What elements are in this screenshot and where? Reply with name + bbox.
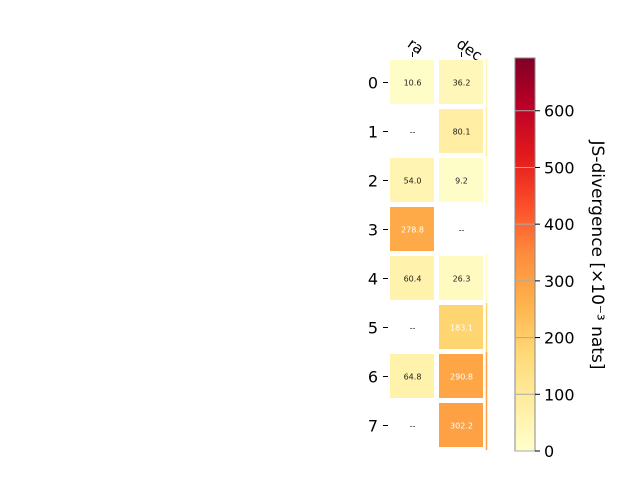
heatmap-cell [390, 158, 434, 202]
row-label: 3 [368, 221, 378, 240]
heatmap-cell [390, 207, 434, 251]
cell-label: 36.2 [453, 79, 471, 88]
cell-label: -- [410, 422, 416, 431]
colorbar-label: JS-divergence [×10⁻³ nats] [587, 140, 607, 370]
cell-label: 9.2 [455, 177, 468, 186]
heatmap-cell [390, 60, 434, 104]
heatmap-cell [439, 256, 483, 300]
row-label: 0 [368, 74, 378, 93]
cell-label: -- [410, 324, 416, 333]
heatmap-cell [439, 354, 483, 398]
colorbar-tick-label: 300 [544, 272, 575, 291]
heatmap-cell [439, 60, 483, 104]
cell-label: 10.6 [404, 79, 422, 88]
colorbar-tick-label: 500 [544, 158, 575, 177]
cell-label: 64.8 [404, 373, 422, 382]
colorbar-tick-label: 600 [544, 102, 575, 121]
row-label: 5 [368, 319, 378, 338]
colorbar-tick-label: 0 [544, 442, 554, 461]
heatmap-cell [439, 158, 483, 202]
cell-label: 302.2 [450, 422, 473, 431]
cell-label: -- [410, 128, 416, 137]
cell-label: 278.8 [401, 226, 424, 235]
colorbar [514, 57, 536, 452]
cell-label: 54.0 [404, 177, 422, 186]
heatmap-cell [390, 256, 434, 300]
row-label: 1 [368, 123, 378, 142]
heatmap-cell [390, 354, 434, 398]
row-label: 4 [368, 270, 378, 289]
row-label: 2 [368, 172, 378, 191]
cell-label: 183.1 [450, 324, 473, 333]
heatmap-cell [439, 109, 483, 153]
colorbar-tick-label: 100 [544, 385, 575, 404]
cell-label: 80.1 [453, 128, 471, 137]
row-label: 6 [368, 368, 378, 387]
cell-label: 290.8 [450, 373, 473, 382]
heatmap-cell [439, 305, 483, 349]
row-label: 7 [368, 417, 378, 436]
cell-label: 60.4 [404, 275, 422, 284]
heatmap-cell [439, 403, 483, 447]
colorbar-tick-label: 200 [544, 329, 575, 348]
column-label: ra [404, 35, 427, 59]
cell-label: -- [459, 226, 465, 235]
colorbar-tick-label: 400 [544, 215, 575, 234]
cell-label: 26.3 [453, 275, 471, 284]
